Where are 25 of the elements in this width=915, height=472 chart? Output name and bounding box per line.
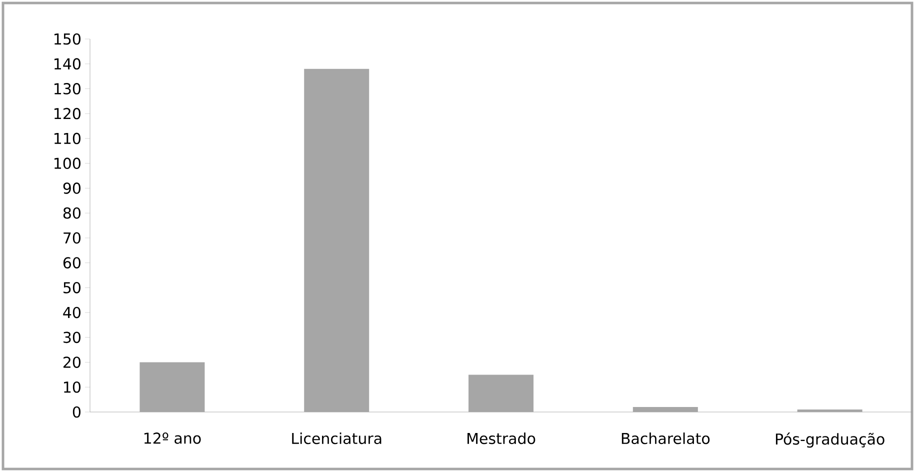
y-tick-label: 50 [64, 282, 80, 294]
y-tick-label: 110 [54, 132, 80, 144]
x-tick-label: Pós-graduação [776, 432, 884, 448]
x-tick-label: Bacharelato [622, 432, 710, 444]
y-tick-label: 130 [54, 83, 80, 94]
y-tick-label: 140 [54, 58, 80, 70]
y-tick-label: 90 [63, 182, 80, 194]
bar [304, 68, 370, 412]
y-tick-label: 80 [63, 207, 80, 219]
x-tick-label: 12º ano [144, 432, 201, 444]
bar [468, 374, 534, 412]
bar [140, 362, 205, 412]
bar [632, 407, 698, 412]
y-tick-label: 150 [54, 33, 80, 45]
x-tick-label: Licenciatura [292, 432, 382, 444]
y-tick-label: 10 [64, 381, 80, 393]
y-tick-label: 40 [63, 306, 80, 318]
y-tick-label: 70 [64, 232, 80, 244]
y-tick-label: 100 [54, 158, 80, 170]
y-tick-label: 60 [63, 257, 80, 268]
y-tick-label: 20 [63, 356, 80, 368]
y-tick-label: 120 [54, 108, 80, 120]
y-tick-label: 0 [72, 406, 80, 418]
y-tick-label: 30 [64, 332, 80, 344]
x-tick-label: Mestrado [468, 432, 536, 444]
